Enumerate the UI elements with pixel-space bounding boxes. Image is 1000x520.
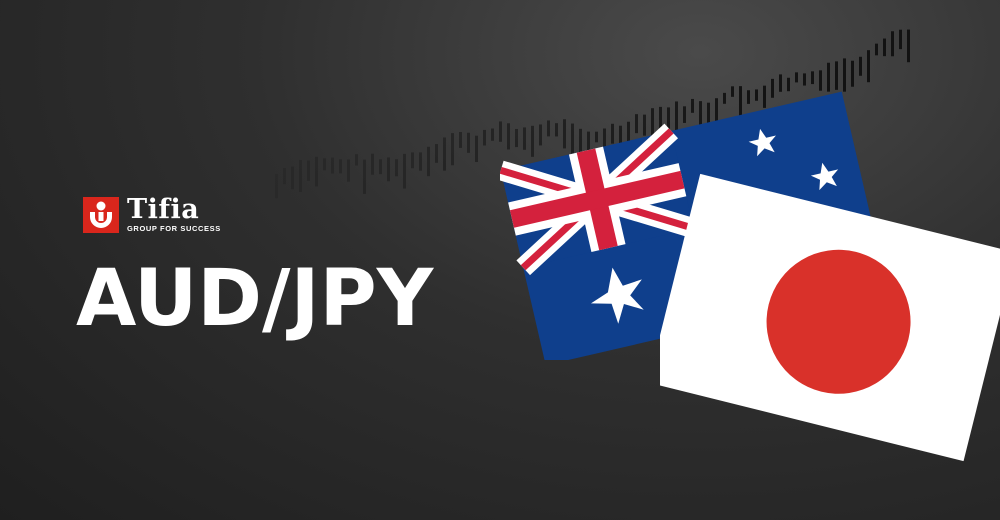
background-candle <box>491 128 494 141</box>
background-candle <box>515 128 518 148</box>
background-candle <box>411 152 414 169</box>
background-candle <box>843 58 846 92</box>
background-candle <box>667 107 670 130</box>
background-candle <box>299 159 302 192</box>
background-candle <box>907 29 910 63</box>
background-candle <box>475 135 478 163</box>
background-candle <box>467 132 470 153</box>
background-candle <box>331 157 334 174</box>
background-candle <box>379 159 382 175</box>
background-candle <box>851 60 854 87</box>
background-candle <box>683 106 686 123</box>
japan-flag-icon <box>660 173 1000 462</box>
background-candle <box>771 78 774 98</box>
brand-name: Tifia <box>127 194 200 225</box>
background-candle <box>867 50 870 83</box>
background-candle <box>635 114 638 134</box>
background-candle <box>315 156 318 187</box>
background-candle <box>539 124 542 146</box>
background-candle <box>371 153 374 175</box>
background-candle <box>387 157 390 182</box>
background-candle <box>875 43 878 56</box>
background-candle <box>755 89 758 101</box>
background-candle <box>859 56 862 76</box>
background-candle <box>555 123 558 137</box>
background-candle <box>435 144 438 163</box>
background-candle <box>451 133 454 166</box>
background-candle <box>355 154 358 166</box>
background-candle <box>675 101 678 132</box>
background-candle <box>427 146 430 177</box>
background-candle <box>627 121 630 156</box>
background-candle <box>643 114 646 136</box>
background-candle <box>459 132 462 148</box>
background-candle <box>283 168 286 185</box>
background-candle <box>443 137 446 171</box>
background-candle <box>587 131 590 158</box>
background-candle <box>363 159 366 194</box>
background-candle <box>691 98 694 113</box>
background-candle <box>819 70 822 91</box>
background-candle <box>619 125 622 155</box>
background-candle <box>395 159 398 177</box>
background-candle <box>531 125 534 157</box>
brand-tagline: GROUP FOR SUCCESS <box>127 224 221 233</box>
background-candle <box>715 98 718 129</box>
background-candle <box>603 128 606 148</box>
background-candle <box>403 153 406 189</box>
background-candle <box>275 174 278 199</box>
background-candle <box>747 90 750 104</box>
background-candle <box>347 159 350 182</box>
background-candle <box>723 92 726 104</box>
background-candle <box>739 86 742 117</box>
background-candle <box>787 77 790 92</box>
tifia-logo: Tifia GROUP FOR SUCCESS <box>83 194 221 233</box>
background-candle <box>323 158 326 171</box>
background-candle <box>339 159 342 174</box>
background-candle <box>803 73 806 86</box>
background-candle <box>507 123 510 150</box>
background-candle <box>595 131 598 143</box>
background-candle <box>763 85 766 108</box>
background-candle <box>307 160 310 181</box>
background-candle <box>699 101 702 129</box>
background-candle <box>571 123 574 158</box>
background-candle <box>499 121 502 142</box>
background-candle <box>835 61 838 90</box>
tifia-logo-mark-icon <box>83 197 119 233</box>
background-candle <box>651 108 654 143</box>
background-candle <box>891 31 894 57</box>
background-candle <box>795 72 798 83</box>
background-candle <box>523 127 526 150</box>
background-candle <box>731 86 734 97</box>
background-candle <box>291 166 294 190</box>
background-candle <box>827 62 830 92</box>
background-candle <box>883 38 886 57</box>
background-candle <box>547 120 550 137</box>
background-candle <box>419 152 422 171</box>
background-candle <box>707 102 710 135</box>
currency-pair-title: AUD/JPY <box>76 254 434 344</box>
background-candle <box>659 106 662 139</box>
background-candle <box>899 29 902 50</box>
background-candle <box>811 71 814 85</box>
background-candle <box>579 128 582 161</box>
background-candle <box>483 129 486 146</box>
background-candle <box>563 119 566 149</box>
background-candle <box>779 74 782 92</box>
background-candle <box>611 123 614 144</box>
